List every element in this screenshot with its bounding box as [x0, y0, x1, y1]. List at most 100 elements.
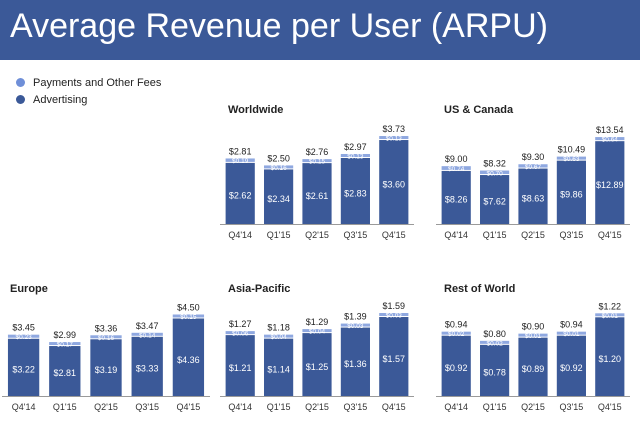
bar-payments — [595, 137, 625, 141]
bar-payments — [340, 153, 370, 157]
bar-payments — [595, 313, 625, 317]
data-label-total: $0.80 — [483, 329, 506, 339]
data-label-advertising: $8.26 — [445, 195, 468, 205]
x-tick-label: Q1'15 — [483, 402, 507, 412]
x-tick-label: Q2'15 — [305, 402, 329, 412]
bar-advertising — [225, 335, 255, 396]
data-label-advertising: $2.61 — [306, 191, 329, 201]
chart-panel-rest-of-world: Rest of World $0.92 $0.02 $0.94 Q4'14 $0.78 $… — [434, 283, 632, 418]
data-label-total: $0.94 — [560, 320, 583, 330]
bar-advertising — [441, 170, 471, 224]
data-label-advertising: $3.22 — [12, 365, 35, 375]
data-label-advertising: $7.62 — [483, 196, 506, 206]
bar-payments — [90, 335, 122, 339]
data-label-total: $0.90 — [522, 322, 545, 332]
data-label-payments: $0.04 — [309, 329, 326, 336]
data-label-advertising: $1.21 — [229, 363, 252, 373]
data-label-payments: $0.17 — [57, 342, 74, 349]
legend: Payments and Other Fees Advertising — [16, 74, 161, 108]
x-tick-label: Q4'15 — [177, 402, 201, 412]
data-label-payments: $0.04 — [270, 334, 287, 341]
legend-label-payments: Payments and Other Fees — [33, 76, 162, 89]
legend-item-payments: Payments and Other Fees — [16, 74, 161, 91]
chart-panel-europe: Europe $3.22 $0.23 $3.45 Q4'14 $2.81 $0.17 $2.… — [0, 283, 212, 418]
bar-payments — [172, 314, 205, 318]
legend-item-advertising: Advertising — [16, 91, 161, 108]
data-label-payments: $0.14 — [139, 332, 156, 339]
x-tick-label: Q4'14 — [12, 402, 36, 412]
data-label-total: $2.76 — [306, 147, 329, 157]
data-label-payments: $0.01 — [563, 331, 580, 338]
data-label-payments: $0.03 — [386, 313, 403, 320]
data-label-advertising: $0.89 — [522, 364, 545, 374]
bar-advertising — [556, 335, 586, 396]
data-label-advertising: $12.89 — [596, 180, 624, 190]
data-label-payments: $0.02 — [448, 331, 465, 338]
data-label-payments: $0.70 — [486, 170, 503, 177]
data-label-total: $9.30 — [522, 152, 545, 162]
data-label-total: $3.73 — [383, 124, 406, 134]
page-title: Average Revenue per User (ARPU) — [10, 7, 548, 45]
data-label-total: $4.50 — [177, 302, 200, 312]
bar-advertising — [7, 338, 40, 396]
data-label-advertising: $2.83 — [344, 188, 367, 198]
bar-advertising — [480, 175, 510, 224]
bar-advertising — [340, 327, 370, 396]
chart-title: Rest of World — [444, 283, 516, 295]
data-label-total: $1.29 — [306, 317, 329, 327]
data-label-total: $8.32 — [483, 159, 506, 169]
data-label-payments: $0.15 — [309, 159, 326, 166]
data-label-advertising: $0.78 — [483, 367, 506, 377]
bar-payments — [302, 329, 332, 333]
data-label-total: $10.49 — [558, 145, 586, 155]
data-label-advertising: $1.25 — [306, 362, 329, 372]
data-label-total: $1.27 — [229, 319, 252, 329]
data-label-total: $9.00 — [445, 154, 468, 164]
bar-advertising — [379, 140, 409, 224]
x-tick-label: Q4'14 — [228, 402, 252, 412]
x-tick-label: Q4'15 — [382, 402, 406, 412]
data-label-advertising: $0.92 — [560, 363, 583, 373]
data-label-advertising: $3.60 — [383, 180, 406, 190]
data-label-advertising: $2.62 — [229, 191, 252, 201]
x-tick-label: Q2'15 — [521, 230, 545, 240]
chart-panel-us-canada: US & Canada $8.26 $0.74 $9.00 Q4'14 $7.62 $0.… — [434, 104, 632, 246]
data-label-advertising: $4.36 — [177, 355, 200, 365]
x-tick-label: Q2'15 — [94, 402, 118, 412]
data-label-total: $2.97 — [344, 142, 367, 152]
data-label-total: $3.36 — [95, 323, 118, 333]
x-tick-label: Q2'15 — [305, 230, 329, 240]
chart-svg-worldwide: $2.62 $0.19 $2.81 Q4'14 $2.34 $0.16 $2.50 Q1'15… — [220, 124, 414, 240]
bar-payments — [480, 340, 510, 344]
data-label-payments: $0.23 — [15, 334, 32, 341]
bar-advertising — [595, 317, 625, 396]
bar-payments — [49, 342, 81, 346]
data-label-total: $2.99 — [54, 330, 77, 340]
x-tick-label: Q3'15 — [344, 402, 368, 412]
data-label-total: $2.81 — [229, 146, 252, 156]
data-label-payments: $0.01 — [602, 313, 619, 320]
chart-svg-asia-pacific: $1.21$0.06$1.27Q4'14$1.14$0.04$1.18Q1'15… — [220, 301, 414, 412]
bar-payments — [480, 170, 510, 175]
data-label-advertising: $0.92 — [445, 363, 468, 373]
legend-swatch-advertising — [16, 95, 25, 104]
bar-advertising — [264, 338, 294, 396]
bar-advertising — [595, 141, 625, 224]
x-tick-label: Q4'15 — [382, 230, 406, 240]
legend-swatch-payments — [16, 78, 25, 87]
bar-advertising — [340, 157, 370, 224]
title-banner: Average Revenue per User (ARPU) — [0, 0, 640, 60]
bar-payments — [302, 159, 332, 163]
bar-payments — [131, 332, 163, 336]
data-label-payments: $0.64 — [602, 137, 619, 144]
x-tick-label: Q3'15 — [560, 230, 584, 240]
data-label-payments: $0.13 — [347, 153, 364, 160]
bar-advertising — [556, 160, 586, 224]
chart-title: Europe — [10, 283, 48, 295]
bar-advertising — [480, 344, 510, 396]
data-label-payments: $0.16 — [98, 335, 115, 342]
data-label-total: $1.18 — [267, 323, 290, 333]
bar-payments — [225, 331, 255, 335]
bar-payments — [556, 331, 586, 335]
data-label-advertising: $9.86 — [560, 190, 583, 200]
